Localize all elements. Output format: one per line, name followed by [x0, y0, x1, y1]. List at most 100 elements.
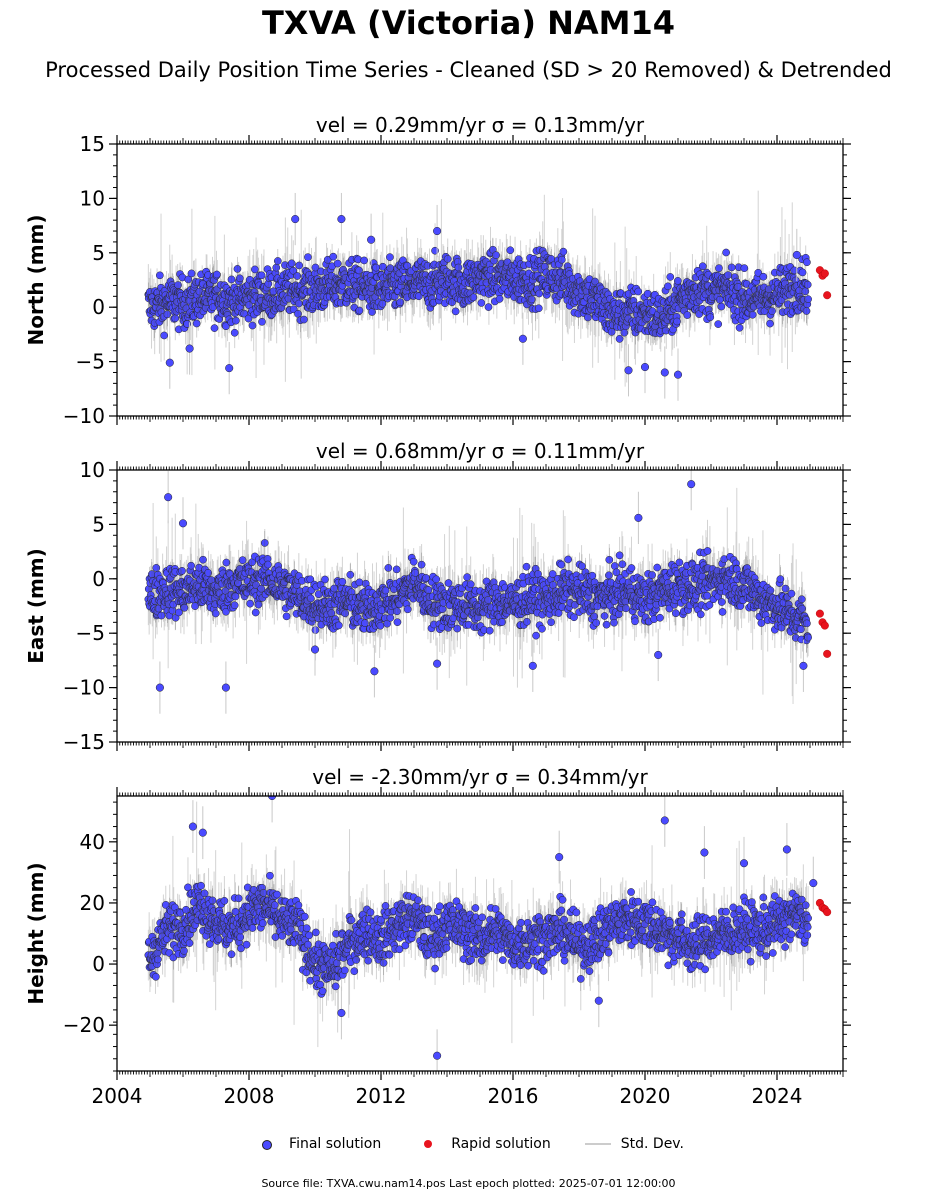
final-solution-point: [251, 608, 260, 617]
final-solution-point: [155, 271, 164, 280]
y-tick-label: −10: [63, 404, 105, 428]
final-solution-point: [714, 320, 723, 328]
final-solution-point: [213, 270, 221, 279]
plot-area: [144, 470, 832, 714]
rapid-solution-points: [815, 266, 832, 300]
final-solution-point: [258, 317, 266, 326]
rapid-solution-point: [823, 291, 832, 300]
final-solution-point: [559, 247, 568, 256]
final-solution-point: [171, 314, 180, 323]
y-tick-label: 5: [92, 241, 105, 265]
final-solution-point: [232, 316, 240, 325]
final-solution-point: [495, 295, 504, 303]
final-solution-point: [300, 315, 308, 324]
final-solution-point: [722, 248, 730, 257]
final-solution-point: [484, 303, 493, 311]
final-solution-point: [152, 564, 161, 572]
final-solution-point: [187, 269, 196, 278]
final-solution-point: [233, 265, 242, 273]
final-solution-point: [337, 215, 346, 224]
final-solution-points: [144, 245, 812, 343]
final-solution-point: [227, 275, 236, 284]
final-solution-point: [287, 259, 296, 268]
final-solution-point: [518, 334, 527, 343]
final-solution-point: [273, 257, 282, 265]
final-solution-point: [792, 250, 801, 260]
final-solution-point: [225, 364, 234, 373]
final-solution-point: [355, 306, 364, 315]
final-solution-point: [230, 601, 239, 610]
y-tick-label: 15: [80, 132, 105, 156]
chart-figure: −10 −5 0 5 10 15 vel = 0.29mm/yr σ = 0.13mm/yr…: [24, 113, 851, 1108]
final-solution-point: [640, 362, 650, 372]
final-solution-point: [178, 567, 186, 575]
y-tick-label: −5: [76, 350, 105, 374]
final-solution-point: [180, 603, 189, 612]
final-solution-point: [254, 600, 263, 609]
final-solution-point: [660, 368, 669, 377]
final-solution-point: [396, 298, 405, 307]
final-solution-point: [272, 263, 281, 272]
final-solution-point: [433, 226, 442, 236]
final-solution-point: [306, 594, 315, 603]
final-solution-point: [210, 324, 219, 332]
final-solution-point: [304, 253, 312, 262]
final-solution-point: [735, 323, 744, 332]
y-tick-label: 0: [92, 295, 105, 319]
final-solution-point: [291, 215, 300, 224]
final-solution-point: [748, 310, 757, 319]
final-solution-point: [184, 275, 193, 284]
final-solution-point: [248, 321, 257, 330]
final-solution-point: [360, 256, 369, 265]
final-solution-point: [624, 366, 633, 375]
y-tick-label: 10: [80, 186, 105, 210]
panel-title: vel = 0.29mm/yr σ = 0.13mm/yr: [316, 113, 645, 137]
chart-subtitle: Processed Daily Position Time Series - C…: [45, 58, 892, 82]
final-solution-point: [717, 302, 726, 311]
final-solution-point: [715, 264, 723, 273]
final-solution-point: [333, 259, 342, 268]
final-solution-point: [235, 274, 244, 283]
final-solution-point: [293, 272, 302, 280]
final-solution-point: [174, 281, 182, 289]
final-solution-point: [329, 252, 338, 261]
panel-north: −10 −5 0 5 10 15 vel = 0.29mm/yr σ = 0.13mm/yr…: [24, 113, 851, 428]
final-solution-point: [185, 344, 194, 353]
final-solution-point: [506, 246, 515, 255]
final-solution-point: [264, 560, 272, 569]
final-solution-point: [289, 266, 298, 275]
final-solution-point: [759, 272, 768, 281]
final-solution-point: [311, 263, 320, 272]
final-solution-point: [367, 235, 376, 244]
final-solution-point: [282, 612, 291, 621]
final-solution-point: [355, 266, 363, 275]
final-solution-point: [766, 319, 774, 328]
final-solution-point: [251, 265, 259, 274]
final-solution-point: [230, 328, 239, 337]
final-solution-point: [634, 287, 643, 296]
final-solution-point: [740, 264, 749, 272]
final-solution-point: [160, 331, 169, 340]
final-solution-point: [615, 335, 624, 343]
final-solution-point: [673, 277, 682, 285]
final-solution-point: [477, 299, 486, 307]
final-solution-point: [666, 273, 675, 281]
final-solution-point: [295, 261, 304, 270]
final-solution-point: [673, 370, 683, 379]
final-solution-point: [222, 322, 230, 331]
final-solution-point: [211, 609, 220, 618]
final-solution-point: [534, 304, 543, 313]
final-solution-point: [451, 307, 460, 316]
final-solution-point: [803, 258, 811, 267]
final-solution-point: [698, 262, 707, 271]
final-solution-point: [372, 263, 380, 272]
final-solution-point: [664, 282, 672, 291]
final-solution-point: [165, 358, 174, 367]
final-solution-point: [192, 319, 201, 328]
final-solution-point: [378, 262, 387, 271]
final-solution-point: [386, 253, 394, 261]
y-axis-label: North (mm): [24, 214, 48, 345]
chart-title: TXVA (Victoria) NAM14: [261, 4, 676, 42]
final-solution-point: [163, 310, 172, 319]
